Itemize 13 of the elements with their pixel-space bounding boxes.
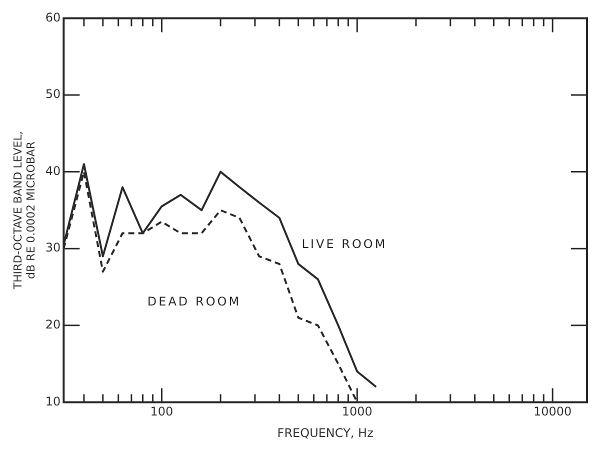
x-tick-label: 10000 xyxy=(533,404,572,419)
y-tick-label: 60 xyxy=(45,10,61,24)
annotation: LIVE ROOM xyxy=(302,236,388,251)
x-tick-label: 1000 xyxy=(342,404,372,419)
y-tick-label: 30 xyxy=(45,240,61,255)
y-tick-label: 10 xyxy=(45,394,61,408)
y-axis-title: THIRD-OCTAVE BAND LEVEL, dB RE 0.0002 MICROBAR xyxy=(11,131,38,290)
y-tick-label: 20 xyxy=(45,318,61,332)
y-tick-label: 40 xyxy=(45,164,61,178)
x-tick-label: 100 xyxy=(150,404,174,419)
annotation: DEAD ROOM xyxy=(147,294,242,308)
y-tick-label: 50 xyxy=(45,87,61,102)
x-axis-title: FREQUENCY, Hz xyxy=(277,426,374,440)
